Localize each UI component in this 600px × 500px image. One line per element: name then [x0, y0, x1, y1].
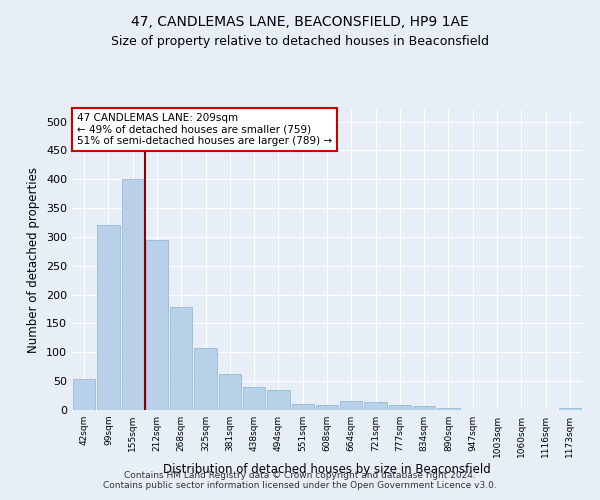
- Text: Size of property relative to detached houses in Beaconsfield: Size of property relative to detached ho…: [111, 35, 489, 48]
- Text: 47, CANDLEMAS LANE, BEACONSFIELD, HP9 1AE: 47, CANDLEMAS LANE, BEACONSFIELD, HP9 1A…: [131, 15, 469, 29]
- Bar: [364, 402, 387, 410]
- Bar: [267, 390, 290, 410]
- Bar: [437, 408, 460, 410]
- Bar: [340, 402, 362, 410]
- Bar: [122, 179, 144, 410]
- Bar: [316, 405, 338, 410]
- Bar: [170, 308, 193, 410]
- Bar: [243, 387, 265, 410]
- X-axis label: Distribution of detached houses by size in Beaconsfield: Distribution of detached houses by size …: [163, 462, 491, 475]
- Bar: [97, 226, 119, 410]
- Bar: [73, 379, 95, 410]
- Bar: [292, 404, 314, 410]
- Text: Contains HM Land Registry data © Crown copyright and database right 2024.
Contai: Contains HM Land Registry data © Crown c…: [103, 470, 497, 490]
- Bar: [559, 408, 581, 410]
- Bar: [389, 405, 411, 410]
- Text: 47 CANDLEMAS LANE: 209sqm
← 49% of detached houses are smaller (759)
51% of semi: 47 CANDLEMAS LANE: 209sqm ← 49% of detac…: [77, 113, 332, 146]
- Y-axis label: Number of detached properties: Number of detached properties: [28, 167, 40, 353]
- Bar: [194, 348, 217, 410]
- Bar: [218, 374, 241, 410]
- Bar: [146, 240, 168, 410]
- Bar: [413, 406, 436, 410]
